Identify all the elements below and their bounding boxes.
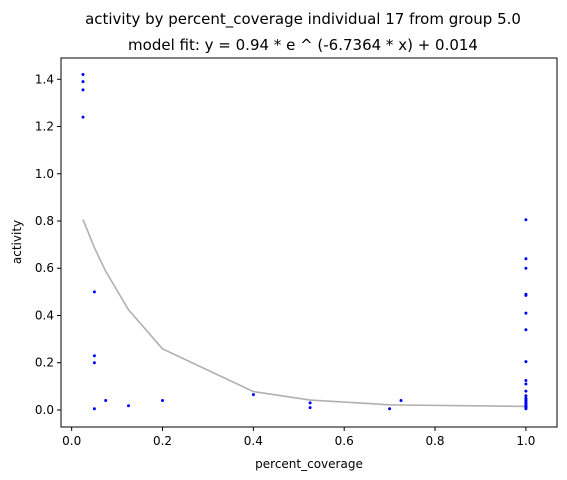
data-point xyxy=(127,404,130,408)
data-point xyxy=(81,115,85,119)
chart-title: activity by percent_coverage individual … xyxy=(85,10,521,29)
y-tick-label: 0.4 xyxy=(35,308,54,322)
chart-subtitle: model fit: y = 0.94 * e ^ (-6.7364 * x) … xyxy=(128,36,478,54)
data-point xyxy=(81,73,85,76)
y-tick-label: 0.2 xyxy=(35,356,54,370)
x-tick-label: 0.6 xyxy=(335,434,354,448)
data-point xyxy=(388,407,392,411)
data-point xyxy=(524,311,528,315)
data-point xyxy=(161,399,164,402)
data-point xyxy=(524,293,528,297)
data-point xyxy=(81,80,85,84)
data-point xyxy=(251,393,255,397)
data-points xyxy=(81,73,528,411)
y-tick-label: 1.2 xyxy=(35,120,54,134)
x-axis-label: percent_coverage xyxy=(255,457,363,471)
data-point xyxy=(104,399,108,402)
data-point xyxy=(524,407,528,411)
y-tick-label: 0.0 xyxy=(35,403,54,417)
y-tick-label: 1.4 xyxy=(35,72,54,86)
data-point xyxy=(524,379,528,382)
data-point xyxy=(92,354,96,358)
data-point xyxy=(524,360,528,364)
data-point xyxy=(81,88,85,92)
y-tick-label: 0.6 xyxy=(35,261,54,275)
x-tick-label: 0.0 xyxy=(62,434,81,448)
data-point xyxy=(92,361,96,365)
x-tick-label: 0.8 xyxy=(425,434,444,448)
data-point xyxy=(524,328,528,332)
data-point xyxy=(524,389,528,393)
x-tick-label: 0.2 xyxy=(153,434,172,448)
data-point xyxy=(524,382,528,386)
data-point xyxy=(92,290,96,294)
data-point xyxy=(308,406,312,410)
x-tick-label: 1.0 xyxy=(516,434,535,448)
x-tick-label: 0.4 xyxy=(244,434,263,448)
data-point xyxy=(308,401,312,405)
x-axis-ticks: 0.0 0.2 0.4 0.6 0.8 1.0 xyxy=(62,427,535,448)
data-point xyxy=(524,394,528,398)
y-tick-label: 0.8 xyxy=(35,214,54,228)
data-point xyxy=(524,257,528,261)
plot-area-frame xyxy=(60,57,558,428)
data-point xyxy=(524,266,528,270)
model-fit-line xyxy=(82,219,526,408)
data-point xyxy=(399,399,403,402)
y-tick-label: 1.0 xyxy=(35,167,54,181)
data-point xyxy=(92,407,96,411)
data-point xyxy=(524,218,528,222)
y-axis-ticks: 0.0 0.2 0.4 0.6 0.8 1.0 1.2 1.4 xyxy=(35,72,61,417)
y-axis-label: activity xyxy=(10,220,24,264)
